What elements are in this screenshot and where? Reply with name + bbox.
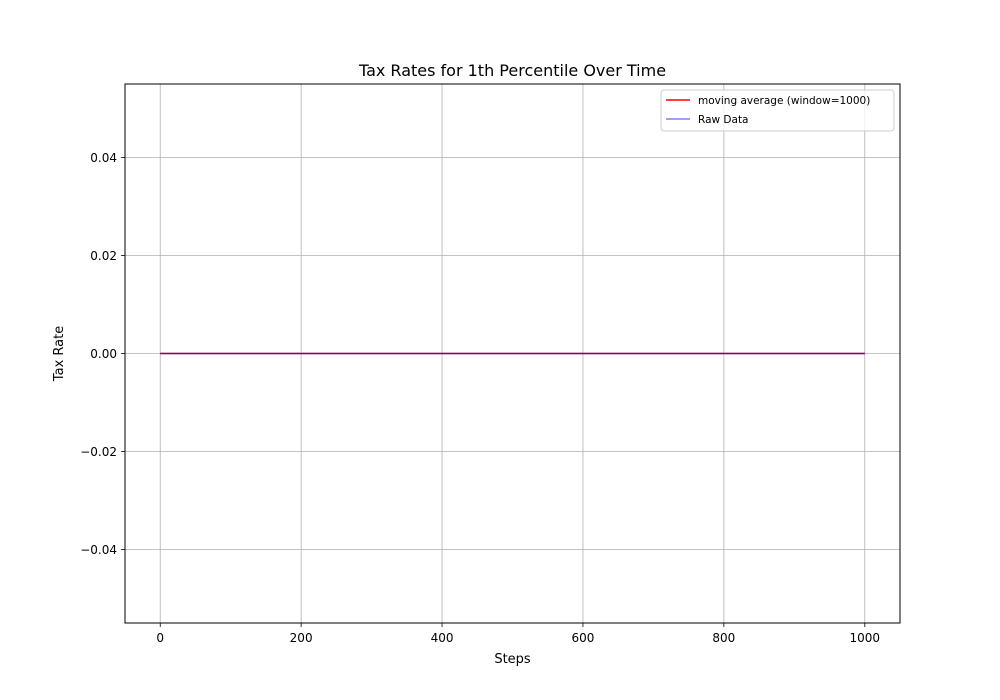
chart-title: Tax Rates for 1th Percentile Over Time — [358, 61, 666, 80]
y-tick-label: 0.00 — [90, 347, 117, 361]
x-tick-label: 0 — [156, 631, 164, 645]
y-tick-label: −0.02 — [80, 445, 117, 459]
y-tick-label: 0.04 — [90, 151, 117, 165]
x-tick-label: 800 — [712, 631, 735, 645]
y-tick-label: −0.04 — [80, 543, 117, 557]
y-axis: −0.04 −0.02 0.00 0.02 0.04 — [80, 151, 125, 557]
x-tick-label: 600 — [572, 631, 595, 645]
legend: moving average (window=1000) Raw Data — [660, 89, 895, 132]
legend-entry-label: moving average (window=1000) — [698, 95, 870, 107]
x-tick-label: 400 — [431, 631, 454, 645]
x-axis-label: Steps — [494, 652, 531, 667]
legend-box — [660, 89, 895, 132]
x-tick-label: 1000 — [849, 631, 880, 645]
x-tick-label: 200 — [290, 631, 313, 645]
y-tick-label: 0.02 — [90, 249, 117, 263]
y-axis-label: Tax Rate — [52, 326, 67, 382]
legend-entry-label: Raw Data — [698, 114, 749, 126]
x-axis: 0 200 400 600 800 1000 — [156, 623, 880, 645]
